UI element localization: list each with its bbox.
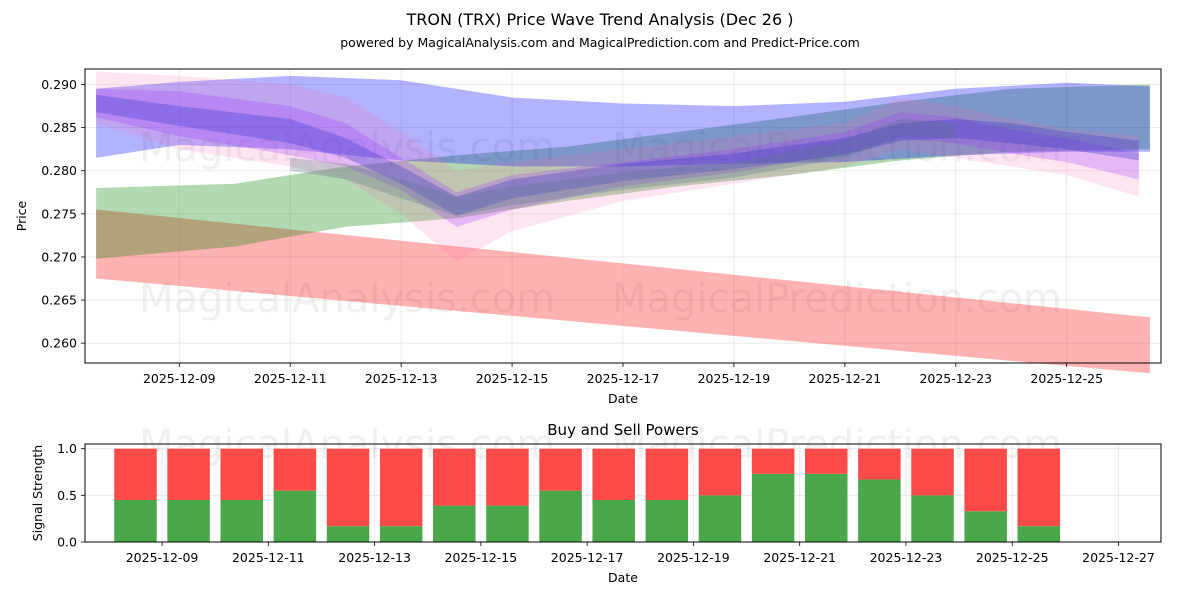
sell-bar [273,448,317,491]
buy-bar [592,500,635,542]
main-chart-subtitle: powered by MagicalAnalysis.com and Magic… [340,35,860,50]
signal-y-tick-label: 0.0 [57,535,77,550]
signal-x-tick-label: 2025-12-21 [763,550,836,565]
watermark-magicalanalysis: MagicalAnalysis.com [139,125,555,171]
price-y-axis-label: Price [14,200,29,231]
price-y-tick-label: 0.280 [41,163,77,178]
price-y-tick-label: 0.260 [41,336,77,351]
buy-bar [804,473,848,542]
buy-bar [114,500,157,542]
signal-x-tick-label: 2025-12-19 [657,550,730,565]
price-x-tick-label: 2025-12-13 [365,371,438,386]
signal-x-axis-label: Date [608,570,638,585]
signal-axes-frame [84,443,1162,543]
signal-x-tick-label: 2025-12-25 [976,550,1049,565]
price-x-tick-label: 2025-12-11 [254,371,327,386]
buy-bar [539,490,582,542]
price-y-tick-label: 0.270 [41,249,77,264]
signal-y-axis-label: Signal Strength [30,445,45,541]
buy-sell-title: Buy and Sell Powers [547,421,699,439]
sell-bar [964,448,1007,512]
sell-bar [167,448,210,500]
price-y-tick-label: 0.285 [41,120,77,135]
buy-bar [326,526,370,542]
sell-bar [220,448,264,500]
sell-bar [433,448,476,506]
signal-bars [114,448,1061,542]
buy-bar [858,479,901,542]
green-trend-band [96,84,1150,259]
signal-y-tick-label: 0.5 [57,488,77,503]
buy-sell-panel: Buy and Sell Powers MagicalAnalysis.com … [30,421,1162,585]
sell-bar [858,448,901,480]
signal-x-tick-label: 2025-12-09 [126,550,199,565]
purple-wave-band [96,88,1139,227]
price-x-tick-label: 2025-12-23 [919,371,992,386]
sell-bar [804,448,848,474]
signal-y-ticks: 0.0 0.5 1.0 [57,441,85,550]
signal-x-tick-label: 2025-12-17 [551,550,624,565]
sell-bar [698,448,742,496]
buy-bar [273,490,317,542]
sell-bar [1017,448,1061,527]
buy-bar [167,500,210,542]
buy-bar [433,505,476,542]
price-x-tick-label: 2025-12-21 [809,371,882,386]
buy-bar [379,526,423,542]
price-y-tick-label: 0.265 [41,293,77,308]
price-y-tick-label: 0.290 [41,77,77,92]
price-y-tick-label: 0.275 [41,206,77,221]
sell-bar [486,448,529,506]
price-grid [85,69,1161,363]
price-x-axis-label: Date [608,391,638,406]
watermark-magicalprediction-lower: MagicalPrediction.com [612,276,1062,322]
signal-x-tick-label: 2025-12-13 [338,550,411,565]
sell-bar [379,448,423,527]
signal-x-ticks: 2025-12-09 2025-12-11 2025-12-13 2025-12-15… [126,542,1155,565]
price-wave-panel: MagicalAnalysis.com MagicalPrediction.co… [14,68,1162,406]
buy-bar [698,495,742,542]
signal-y-tick-label: 1.0 [57,441,77,456]
sell-bar [645,448,689,500]
price-y-ticks: 0.260 0.265 0.270 0.275 0.280 0.285 0.290 [41,77,85,351]
signal-x-tick-label: 2025-12-11 [232,550,305,565]
price-x-tick-label: 2025-12-17 [587,371,660,386]
red-trend-band [96,209,1150,374]
buy-bar [486,505,529,542]
sell-bar [751,448,795,474]
price-x-tick-label: 2025-12-19 [698,371,771,386]
buy-bar [220,500,264,542]
buy-bar [911,495,954,542]
signal-x-tick-label: 2025-12-27 [1082,550,1155,565]
price-x-tick-label: 2025-12-09 [143,371,216,386]
buy-bar [964,511,1007,542]
buy-bar [751,473,795,542]
sell-bar [114,448,157,500]
watermark-magicalprediction: MagicalPrediction.com [612,125,1062,171]
buy-bar [645,500,689,542]
signal-x-tick-label: 2025-12-23 [870,550,943,565]
signal-x-tick-label: 2025-12-15 [445,550,518,565]
sell-bar [326,448,370,527]
sell-bar [911,448,954,496]
slate-wave-band [290,119,956,216]
price-x-ticks: 2025-12-09 2025-12-11 2025-12-13 2025-12-15… [143,363,1103,386]
main-chart-title: TRON (TRX) Price Wave Trend Analysis (De… [406,10,794,29]
watermark-magicalanalysis-lower: MagicalAnalysis.com [139,276,555,322]
price-watermarks: MagicalAnalysis.com MagicalPrediction.co… [139,125,1062,322]
blue-trend-band [96,75,1150,167]
buy-bar [1017,526,1061,542]
sell-bar [539,448,582,491]
price-x-tick-label: 2025-12-15 [476,371,549,386]
pink-wave-band [96,71,1139,262]
sell-bar [592,448,635,500]
price-x-tick-label: 2025-12-25 [1030,371,1103,386]
price-bands [96,71,1150,374]
